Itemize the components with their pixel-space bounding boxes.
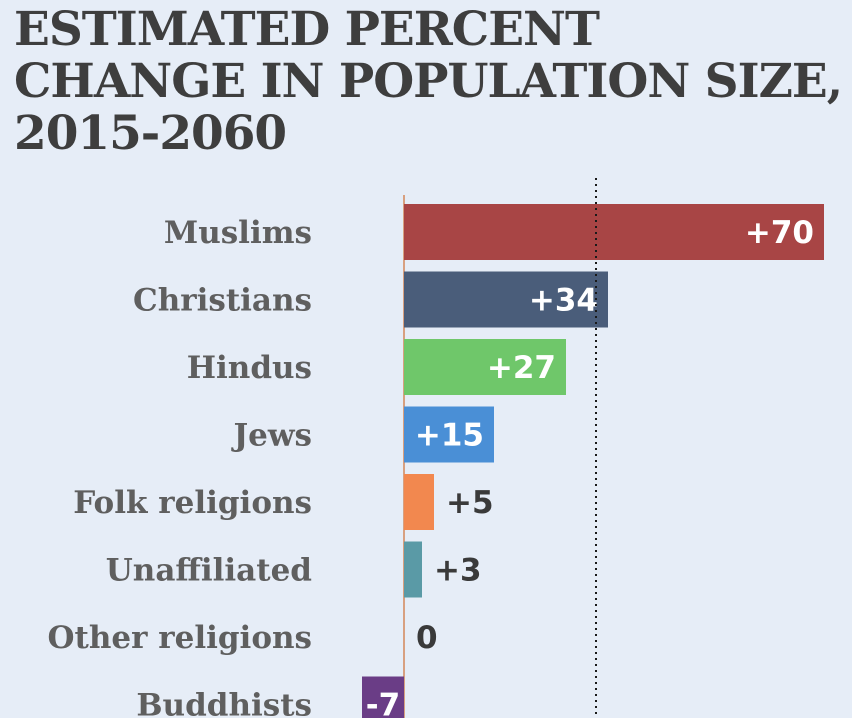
category-label: Other religions bbox=[48, 620, 312, 656]
bar bbox=[404, 406, 494, 463]
category-label: Muslims bbox=[164, 215, 312, 251]
bar-value-label: +70 bbox=[745, 215, 814, 251]
category-label: Buddhists bbox=[136, 688, 312, 718]
bar bbox=[404, 474, 434, 530]
category-label: Folk religions bbox=[73, 485, 312, 521]
category-label: Christians bbox=[133, 283, 312, 319]
bar-value-label: -7 bbox=[366, 688, 400, 718]
bar-value-label: +3 bbox=[434, 553, 482, 589]
bar-value-label: +27 bbox=[487, 350, 556, 386]
bar-value-label: +5 bbox=[446, 485, 494, 521]
bar-value-label: +15 bbox=[415, 418, 484, 454]
chart-title: ESTIMATED PERCENT CHANGE IN POPULATION S… bbox=[14, 2, 843, 161]
bar bbox=[404, 271, 608, 328]
bar-value-label: +34 bbox=[529, 283, 598, 319]
category-label: Hindus bbox=[187, 350, 312, 386]
bar-value-label: 0 bbox=[416, 620, 438, 656]
bar bbox=[362, 676, 404, 718]
category-label: Unaffiliated bbox=[106, 553, 312, 589]
bar bbox=[404, 204, 824, 260]
bar bbox=[404, 541, 422, 598]
bar bbox=[404, 339, 566, 395]
category-label: Jews bbox=[230, 418, 312, 454]
